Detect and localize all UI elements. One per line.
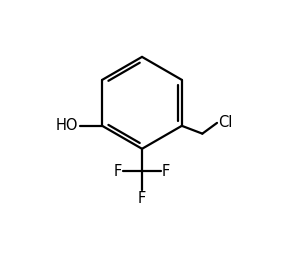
Text: Cl: Cl bbox=[219, 115, 233, 130]
Text: F: F bbox=[114, 164, 122, 179]
Text: F: F bbox=[138, 191, 146, 206]
Text: F: F bbox=[162, 164, 170, 179]
Text: HO: HO bbox=[56, 118, 78, 133]
